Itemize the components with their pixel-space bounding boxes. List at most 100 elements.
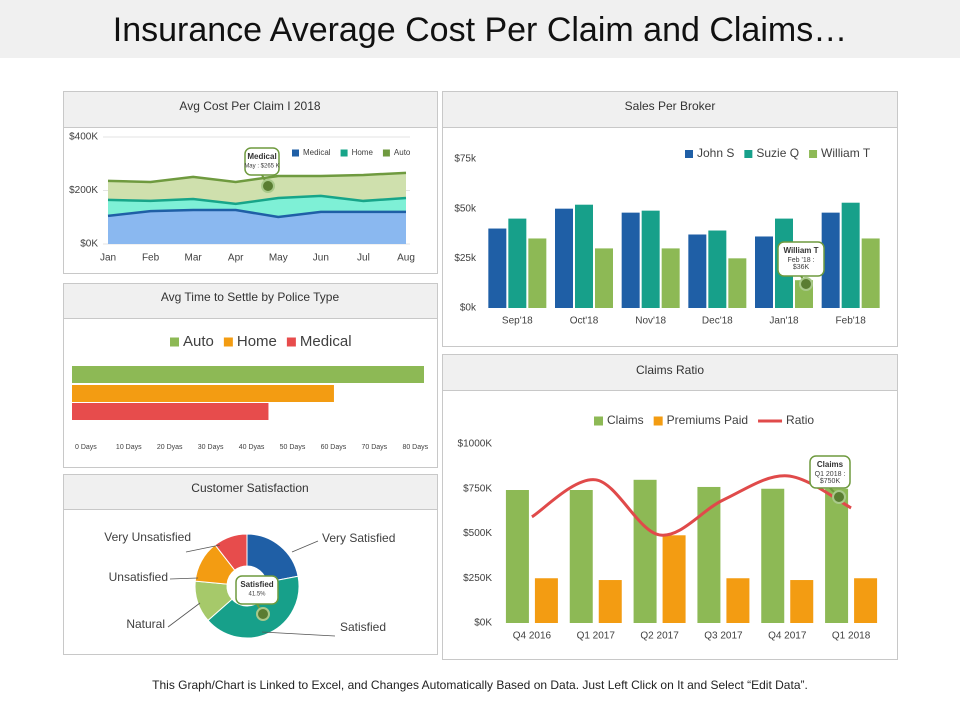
- legend-label: Medical: [303, 148, 331, 157]
- panel-header: [442, 354, 898, 391]
- x-tick-label: 70 Days: [362, 444, 388, 451]
- x-tick-label: May: [269, 253, 288, 264]
- bar: [598, 580, 622, 623]
- slice-label: Satisfied: [340, 620, 386, 634]
- x-tick-label: Oct'18: [570, 316, 599, 327]
- panel-header: [442, 91, 898, 128]
- leader-line: [291, 540, 319, 553]
- callout-text: Feb '18 :: [787, 257, 814, 264]
- bar: [621, 212, 640, 308]
- leader-line: [167, 602, 201, 628]
- y-tick-label: $400K: [69, 132, 98, 143]
- chart-title: Claims Ratio: [636, 363, 704, 377]
- bar: [72, 385, 334, 402]
- slice-label: Very Satisfied: [322, 531, 395, 545]
- x-tick-label: Jan'18: [769, 316, 799, 327]
- callout-dot: [261, 179, 275, 193]
- area: [108, 210, 406, 244]
- x-tick-label: 0 Days: [75, 444, 97, 451]
- x-tick-label: Q1 2018: [832, 631, 871, 642]
- x-tick-label: Sep'18: [502, 316, 533, 327]
- callout-text: 41.5%: [248, 592, 266, 598]
- y-tick-label: $500K: [463, 528, 492, 539]
- legend-swatch: [744, 150, 753, 158]
- y-tick-label: $200K: [69, 185, 98, 196]
- legend-swatch: [809, 150, 818, 158]
- callout-text: May : $265 K: [244, 164, 279, 170]
- callout-text: Q1 2018 :: [815, 471, 846, 478]
- bar: [728, 258, 747, 308]
- callout-text: $36K: [793, 264, 810, 271]
- callout-title: Medical: [247, 152, 276, 161]
- page-title: Insurance Average Cost Per Claim and Cla…: [113, 11, 847, 49]
- callout: [809, 455, 851, 489]
- legend-label: William T: [821, 146, 871, 160]
- bar: [661, 248, 680, 308]
- slice-label: Natural: [126, 617, 165, 631]
- legend-swatch: [340, 149, 348, 157]
- x-tick-label: Dec'18: [702, 316, 733, 327]
- x-tick-label: Q4 2017: [768, 631, 807, 642]
- callout: [244, 147, 280, 176]
- bar: [821, 212, 840, 308]
- y-tick-label: $0k: [460, 303, 477, 314]
- bar: [72, 403, 269, 420]
- x-tick-label: Q4 2016: [513, 631, 552, 642]
- legend-swatch: [170, 337, 179, 347]
- callout-dot: [799, 277, 813, 291]
- chart-title: Avg Time to Settle by Police Type: [161, 290, 340, 304]
- x-tick-label: Jul: [357, 253, 370, 264]
- bar: [755, 236, 773, 308]
- footer-note: This Graph/Chart is Linked to Excel, and…: [152, 678, 808, 692]
- legend-swatch: [382, 149, 390, 157]
- callout-title: Satisfied: [240, 580, 273, 589]
- y-tick-label: $25k: [454, 253, 477, 264]
- x-tick-label: 20 Dyas: [157, 444, 183, 451]
- bar: [528, 238, 547, 308]
- bar: [761, 488, 785, 623]
- x-tick-label: 50 Days: [280, 444, 306, 451]
- bar: [726, 578, 750, 623]
- x-tick-label: Q1 2017: [577, 631, 616, 642]
- bar: [505, 490, 529, 623]
- panel-header: [63, 283, 438, 319]
- title-bar: [0, 0, 960, 58]
- bar: [488, 228, 507, 308]
- bar: [861, 238, 880, 308]
- leader-line: [169, 577, 199, 580]
- leader-line: [261, 631, 336, 637]
- bar: [534, 578, 558, 623]
- callout-dot: [256, 607, 270, 621]
- x-tick-label: 40 Dyas: [239, 444, 265, 451]
- area-line: [107, 171, 407, 184]
- x-tick-label: Q2 2017: [640, 631, 679, 642]
- x-tick-label: 30 Days: [198, 444, 224, 451]
- bar: [688, 234, 707, 308]
- x-tick-label: 80 Days: [402, 444, 428, 451]
- chart-title: Customer Satisfaction: [191, 481, 308, 495]
- y-tick-label: $50k: [454, 203, 477, 214]
- bar: [841, 202, 860, 308]
- y-tick-label: $75k: [454, 154, 477, 165]
- area-line: [107, 208, 406, 219]
- legend-swatch: [286, 337, 296, 347]
- x-tick-label: Feb'18: [836, 316, 867, 327]
- x-tick-label: Feb: [142, 253, 160, 264]
- bar: [790, 580, 814, 623]
- bar: [662, 535, 686, 623]
- legend-label: Auto: [183, 333, 214, 350]
- legend-label: Medical: [300, 333, 352, 350]
- y-tick-label: $250K: [463, 573, 492, 584]
- bar: [575, 204, 593, 308]
- legend-swatch: [653, 416, 663, 426]
- legend-swatch: [594, 416, 603, 426]
- callout-text: $750K: [820, 478, 841, 485]
- callout-title: William T: [783, 246, 818, 255]
- panel-header: [63, 474, 438, 510]
- bar: [697, 486, 721, 623]
- x-tick-label: Jan: [100, 253, 116, 264]
- leader-line: [185, 544, 221, 553]
- donut-slice: [214, 533, 248, 571]
- y-tick-label: $750K: [463, 483, 492, 494]
- legend-label: Home: [352, 148, 374, 157]
